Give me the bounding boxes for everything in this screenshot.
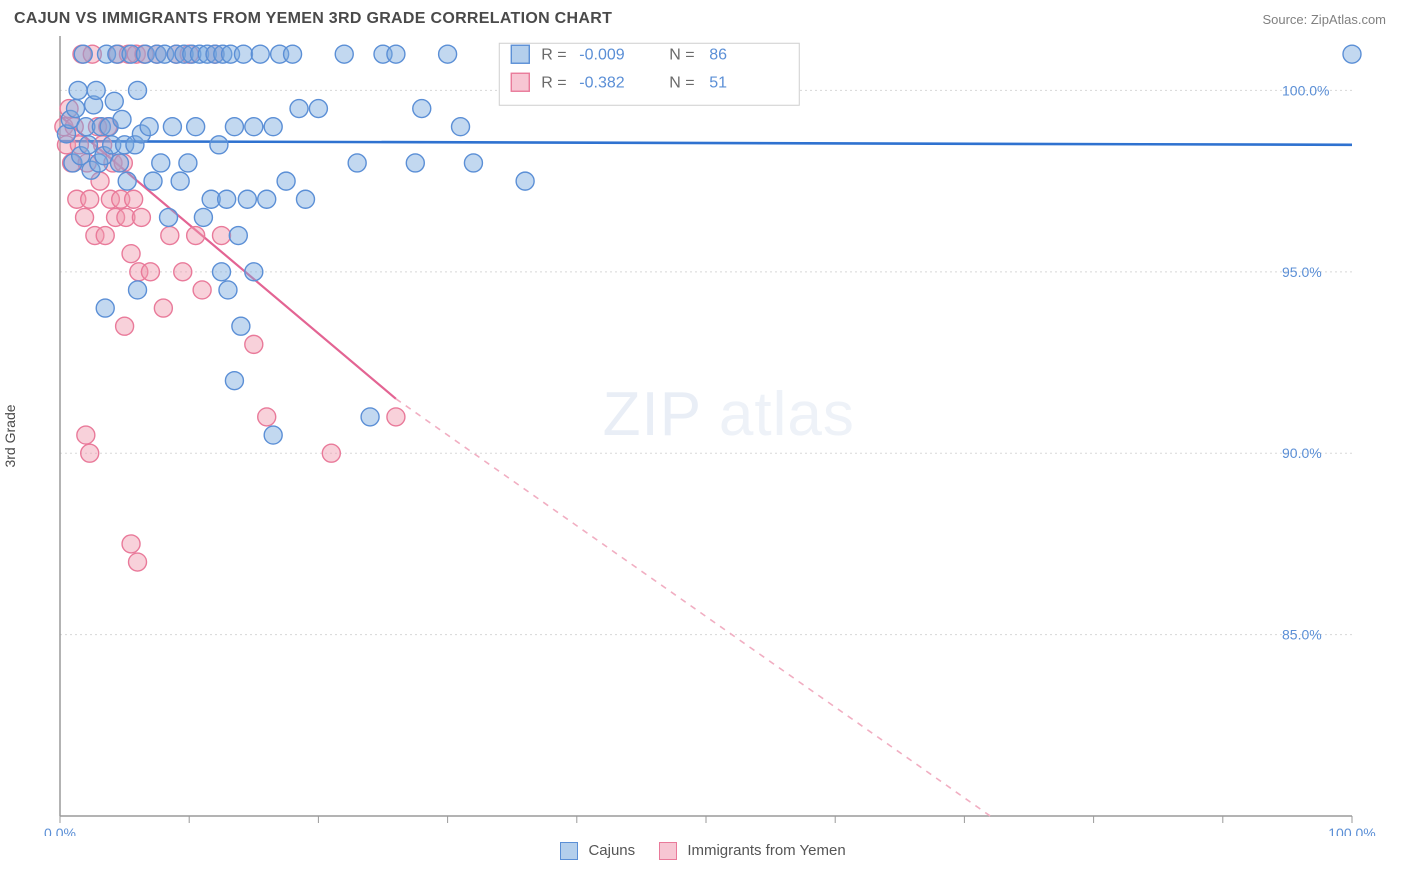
svg-text:ZIP: ZIP	[603, 380, 702, 449]
svg-text:95.0%: 95.0%	[1282, 264, 1322, 280]
legend-label: Immigrants from Yemen	[687, 842, 845, 859]
chart-title: CAJUN VS IMMIGRANTS FROM YEMEN 3RD GRADE…	[14, 10, 612, 28]
legend-item-cajuns: Cajuns	[560, 842, 635, 860]
legend-label: Cajuns	[588, 842, 635, 859]
legend-item-yemen: Immigrants from Yemen	[659, 842, 846, 860]
svg-text:90.0%: 90.0%	[1282, 445, 1322, 461]
svg-text:N =: N =	[669, 46, 694, 63]
svg-text:atlas: atlas	[719, 380, 855, 449]
scatter-chart: ZIPatlas 85.0% 90.0% 95.0% 100.0% 0.0% 100.0% R…	[14, 36, 1392, 836]
svg-text:51: 51	[709, 74, 727, 91]
svg-text:R =: R =	[541, 74, 566, 91]
svg-text:-0.382: -0.382	[579, 74, 624, 91]
chart-header: CAJUN VS IMMIGRANTS FROM YEMEN 3RD GRADE…	[0, 0, 1406, 36]
svg-text:85.0%: 85.0%	[1282, 627, 1322, 643]
svg-text:86: 86	[709, 46, 727, 63]
y-axis-label: 3rd Grade	[2, 404, 18, 467]
legend: Cajuns Immigrants from Yemen	[0, 842, 1406, 860]
svg-text:100.0%: 100.0%	[1282, 82, 1329, 98]
svg-text:0.0%: 0.0%	[44, 825, 76, 836]
svg-text:100.0%: 100.0%	[1328, 825, 1375, 836]
legend-swatch-pink	[659, 842, 677, 860]
svg-text:R =: R =	[541, 46, 566, 63]
chart-source: Source: ZipAtlas.com	[1262, 12, 1386, 27]
svg-text:N =: N =	[669, 74, 694, 91]
legend-swatch-blue	[560, 842, 578, 860]
chart-area: 3rd Grade ZIPatlas85.0%90.0%95.0%100.0%0…	[14, 36, 1392, 836]
svg-text:-0.009: -0.009	[579, 46, 624, 63]
